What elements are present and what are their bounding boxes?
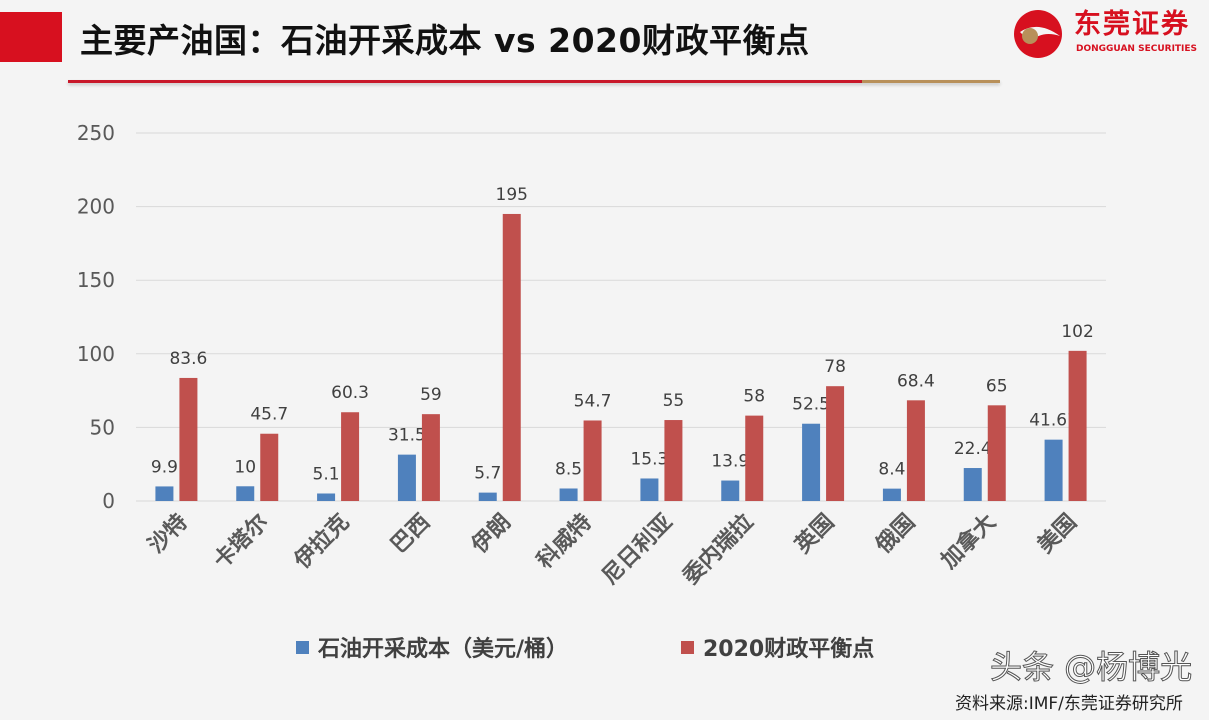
- source-note: 资料来源:IMF/东莞证券研究所: [955, 694, 1183, 714]
- company-logo: 东莞证券 DONGGUAN SECURITIES: [1012, 6, 1202, 68]
- y-tick-label: 50: [90, 415, 115, 439]
- data-label: 83.6: [169, 349, 207, 369]
- x-tick-label: 沙特: [143, 509, 193, 559]
- bar-cost: [640, 478, 659, 501]
- data-label: 59: [420, 385, 442, 405]
- x-tick-label: 委内瑞拉: [678, 509, 759, 590]
- data-label: 102: [1061, 322, 1093, 342]
- y-tick-label: 0: [102, 489, 115, 513]
- bar-breakeven: [260, 433, 279, 501]
- data-label: 52.5: [792, 395, 830, 415]
- data-label: 78: [824, 357, 846, 377]
- y-tick-label: 150: [77, 268, 115, 292]
- data-label: 15.3: [630, 449, 668, 469]
- legend-label-cost: 石油开采成本（美元/桶）: [317, 636, 568, 662]
- logo-mark-icon: [1014, 10, 1062, 58]
- bar-breakeven: [1068, 350, 1087, 501]
- bar-cost: [559, 488, 578, 501]
- bar-breakeven: [179, 377, 198, 501]
- bar-cost: [155, 486, 174, 501]
- bar-cost: [397, 454, 416, 501]
- title-divider-gold: [862, 80, 1000, 83]
- watermark: 头条 @杨博光: [989, 648, 1193, 687]
- x-tick-label: 尼日利亚: [598, 510, 678, 590]
- legend-label-breakeven: 2020财政平衡点: [703, 636, 874, 662]
- bar-cost: [802, 423, 821, 501]
- logo-text-cn: 东莞证券: [1074, 9, 1190, 40]
- bar-breakeven: [583, 420, 602, 501]
- x-tick-label: 美国: [1032, 509, 1082, 559]
- data-label: 5.7: [474, 464, 501, 484]
- bar-cost: [236, 486, 255, 501]
- x-tick-label: 巴西: [386, 510, 435, 559]
- data-label: 45.7: [250, 405, 288, 425]
- data-label: 60.3: [331, 383, 369, 403]
- data-label: 31.5: [388, 426, 426, 446]
- bar-breakeven: [987, 405, 1006, 501]
- data-label: 8.5: [555, 459, 582, 479]
- data-label: 10: [234, 457, 256, 477]
- bar-cost: [882, 488, 901, 501]
- data-label: 195: [496, 185, 528, 205]
- title-accent-block: [0, 12, 62, 62]
- bar-cost: [478, 492, 497, 501]
- page-title: 主要产油国：石油开采成本 vs 2020财政平衡点: [80, 21, 810, 60]
- bar-cost: [721, 480, 740, 501]
- x-tick-label: 伊朗: [466, 509, 516, 559]
- bar-breakeven: [502, 213, 521, 501]
- legend-swatch-breakeven: [681, 641, 694, 654]
- data-label: 22.4: [954, 439, 992, 459]
- bar-breakeven: [341, 412, 360, 501]
- bar-cost: [1044, 439, 1063, 501]
- x-tick-label: 加拿大: [935, 509, 1001, 575]
- bar-breakeven: [745, 415, 764, 501]
- data-label: 54.7: [574, 391, 612, 411]
- bar-breakeven: [664, 420, 683, 501]
- data-label: 8.4: [878, 460, 905, 480]
- data-label: 65: [986, 376, 1008, 396]
- x-tick-label: 卡塔尔: [208, 509, 273, 574]
- bar-cost: [317, 493, 336, 501]
- title-divider-red: [68, 80, 862, 83]
- x-tick-label: 科威特: [532, 509, 597, 574]
- data-label: 5.1: [313, 464, 340, 484]
- bar-breakeven: [421, 414, 440, 501]
- data-label: 41.67: [1029, 411, 1078, 431]
- data-label: 9.9: [151, 457, 178, 477]
- logo-text-en: DONGGUAN SECURITIES: [1076, 44, 1198, 54]
- bar-breakeven: [826, 386, 845, 501]
- bar-breakeven: [906, 400, 925, 501]
- y-tick-label: 200: [77, 195, 115, 219]
- legend-swatch-cost: [296, 641, 309, 654]
- x-tick-label: 英国: [791, 510, 840, 559]
- x-tick-label: 伊拉克: [289, 509, 355, 575]
- y-tick-label: 250: [77, 121, 115, 145]
- x-tick-label: 俄国: [871, 510, 921, 560]
- y-tick-label: 100: [77, 342, 115, 366]
- bar-cost: [963, 468, 982, 501]
- data-label: 55: [663, 391, 685, 411]
- data-label: 58: [743, 387, 765, 407]
- data-label: 68.4: [897, 371, 935, 391]
- data-label: 13.9: [711, 452, 749, 472]
